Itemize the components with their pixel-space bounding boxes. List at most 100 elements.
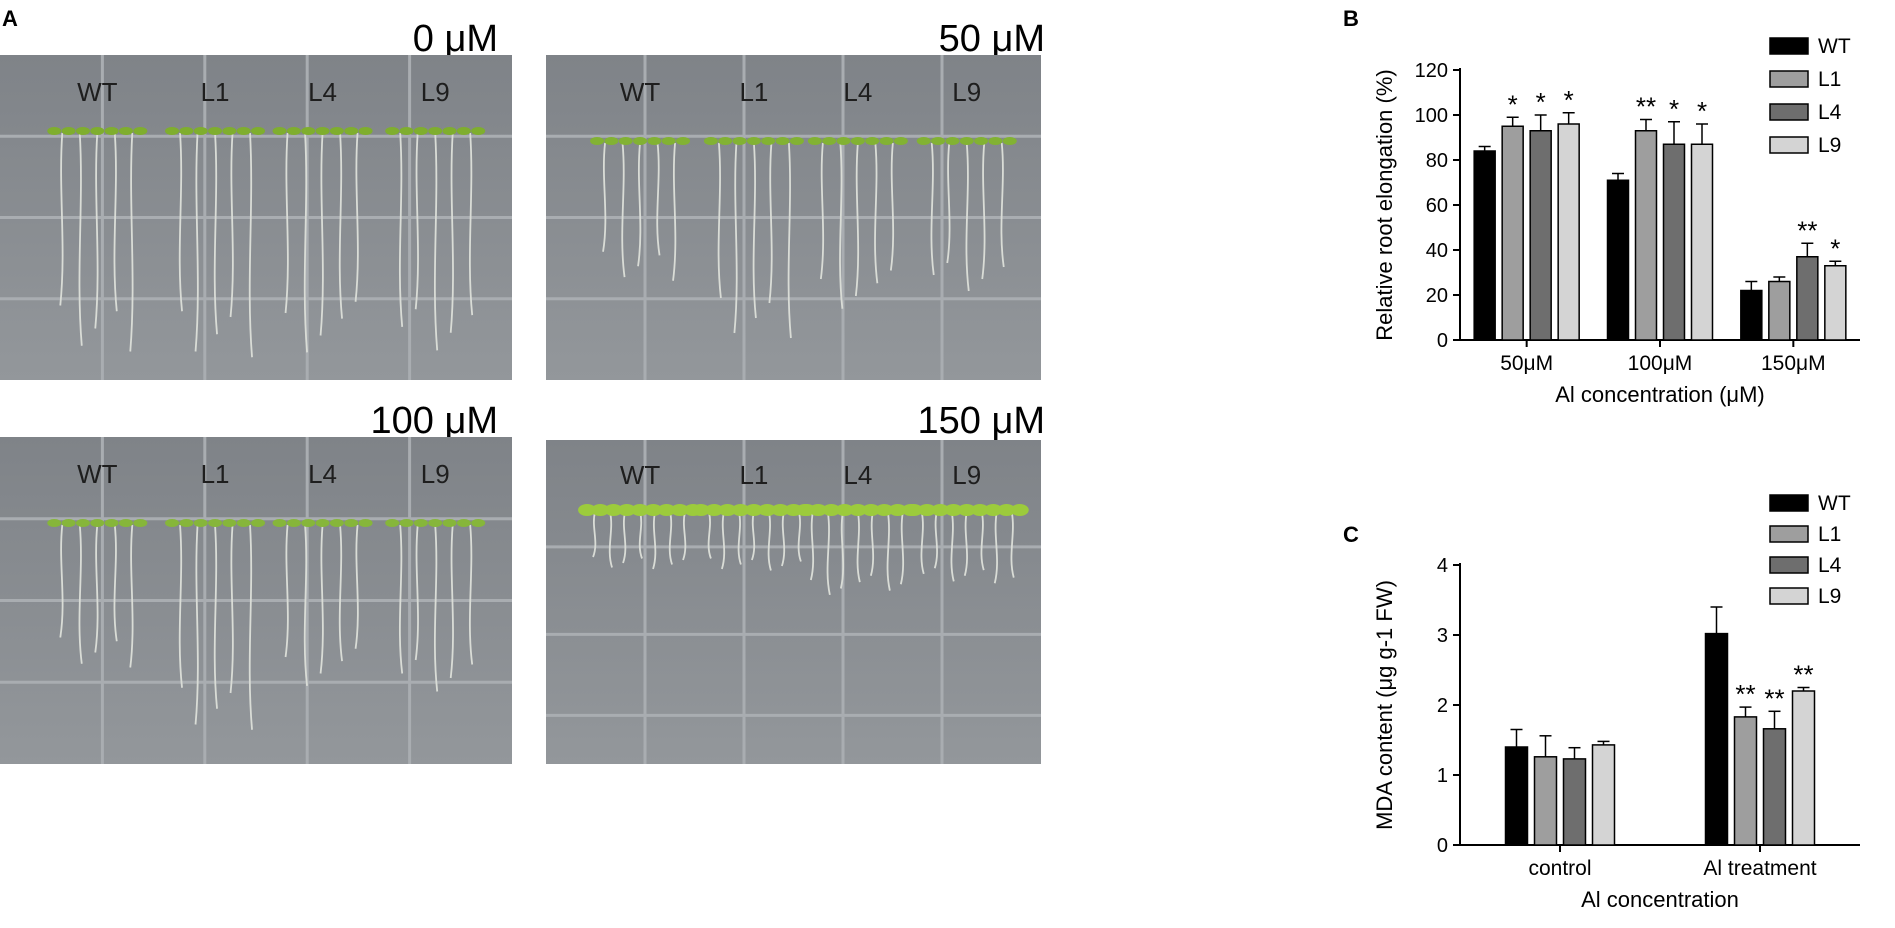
seedling-root xyxy=(920,511,925,575)
seedling-root xyxy=(737,511,742,565)
seedling-root xyxy=(839,511,845,589)
seedling-leaf xyxy=(413,127,428,135)
plate-svg: WT L1 L4 L9 xyxy=(0,437,512,764)
seedling-leaf xyxy=(691,504,710,516)
seedling-root xyxy=(59,524,64,638)
seedling-leaf xyxy=(931,137,946,145)
plate-line-label: WT xyxy=(620,460,661,490)
x-tick-label: 100μM xyxy=(1628,352,1693,375)
seedling-leaf xyxy=(850,137,865,145)
seedling-leaf xyxy=(61,519,76,527)
significance-mark: ** xyxy=(1636,92,1656,122)
seedling-leaf xyxy=(329,127,344,135)
plate-line-label: WT xyxy=(77,77,118,107)
legend-label: L9 xyxy=(1818,585,1841,608)
seedling-root xyxy=(933,511,938,569)
seedling-root xyxy=(767,511,772,571)
seedling-root xyxy=(113,524,118,642)
seedling-leaf xyxy=(809,504,828,516)
plate-svg: WT L1 L4 L9 xyxy=(546,440,1041,764)
seedling-root xyxy=(449,132,454,333)
y-tick-label: 4 xyxy=(1437,555,1448,577)
seedling-root xyxy=(602,142,607,252)
seedling-leaf xyxy=(822,137,837,145)
x-axis-title: Al concentration (μM) xyxy=(1555,382,1765,407)
bar-wt xyxy=(1473,150,1496,341)
seedling-leaf xyxy=(385,127,400,135)
seedling-root xyxy=(768,142,773,304)
x-tick-label: 50μM xyxy=(1500,352,1553,375)
y-tick-label: 0 xyxy=(1437,835,1448,857)
seedling-leaf xyxy=(179,519,194,527)
seedling-leaf xyxy=(578,504,597,516)
significance-mark: ** xyxy=(1793,660,1813,690)
seedling-leaf xyxy=(591,504,610,516)
seedling-root xyxy=(129,132,134,352)
seedling-leaf xyxy=(974,137,989,145)
seedling-root xyxy=(637,142,642,267)
legend-swatch-l9 xyxy=(1769,587,1809,605)
seedling-leaf xyxy=(604,137,619,145)
seedling-leaf xyxy=(133,127,148,135)
seedling-leaf xyxy=(222,127,237,135)
seedling-leaf xyxy=(775,137,790,145)
seedling-leaf xyxy=(944,504,963,516)
seedling-leaf xyxy=(385,519,400,527)
legend-swatch-wt xyxy=(1769,37,1809,55)
bar-l1 xyxy=(1501,125,1524,341)
plate-line-label: WT xyxy=(77,459,118,489)
seedling-leaf xyxy=(251,519,266,527)
seedling-root xyxy=(809,511,815,581)
plate-photo: WT L1 L4 L9 xyxy=(546,440,1041,764)
seedling-leaf xyxy=(822,504,841,516)
seedling-leaf xyxy=(807,137,822,145)
seedling-root xyxy=(194,524,199,725)
seedling-leaf xyxy=(329,519,344,527)
seedling-leaf xyxy=(631,504,650,516)
seedling-leaf xyxy=(286,519,301,527)
seedling-leaf xyxy=(208,127,223,135)
seedling-leaf xyxy=(222,519,237,527)
seedling-root xyxy=(398,132,404,327)
y-tick-label: 100 xyxy=(1415,105,1448,127)
seedling-leaf xyxy=(1002,137,1017,145)
seedling-leaf xyxy=(456,519,471,527)
seedling-leaf xyxy=(633,137,648,145)
seedling-leaf xyxy=(413,519,428,527)
y-axis-title: MDA content (μg g-1 FW) xyxy=(1372,580,1397,830)
seedling-root xyxy=(338,132,343,319)
seedling-root xyxy=(213,132,218,335)
y-tick-label: 0 xyxy=(1437,330,1448,352)
bar-l4 xyxy=(1796,256,1819,341)
seedling-leaf xyxy=(703,137,718,145)
seedling-leaf xyxy=(984,504,1003,516)
plate-line-label: L1 xyxy=(739,460,768,490)
seedling-root xyxy=(899,511,905,585)
seedling-root xyxy=(781,511,786,567)
legend-swatch-l4 xyxy=(1769,556,1809,574)
seedling-leaf xyxy=(315,519,330,527)
seedling-root xyxy=(652,511,657,570)
significance-mark: * xyxy=(1697,96,1707,126)
seedling-leaf xyxy=(344,127,359,135)
bar-l1 xyxy=(1768,280,1791,341)
y-tick-label: 120 xyxy=(1415,60,1448,82)
seedling-leaf xyxy=(428,519,443,527)
seedling-leaf xyxy=(931,504,950,516)
seedling-root xyxy=(946,142,951,264)
seedling-leaf xyxy=(718,137,733,145)
seedling-leaf xyxy=(644,504,663,516)
seedling-leaf xyxy=(236,519,251,527)
seedling-root xyxy=(229,524,234,694)
plate-title: 50 μM xyxy=(938,18,1045,60)
seedling-leaf xyxy=(47,127,62,135)
seedling-leaf xyxy=(705,504,724,516)
seedling-leaf xyxy=(836,137,851,145)
y-tick-label: 1 xyxy=(1437,765,1448,787)
seedling-root xyxy=(668,511,673,565)
seedling-root xyxy=(129,524,134,668)
bar-l4 xyxy=(1562,758,1587,846)
seedling-root xyxy=(797,511,802,562)
seedling-root xyxy=(622,511,627,564)
